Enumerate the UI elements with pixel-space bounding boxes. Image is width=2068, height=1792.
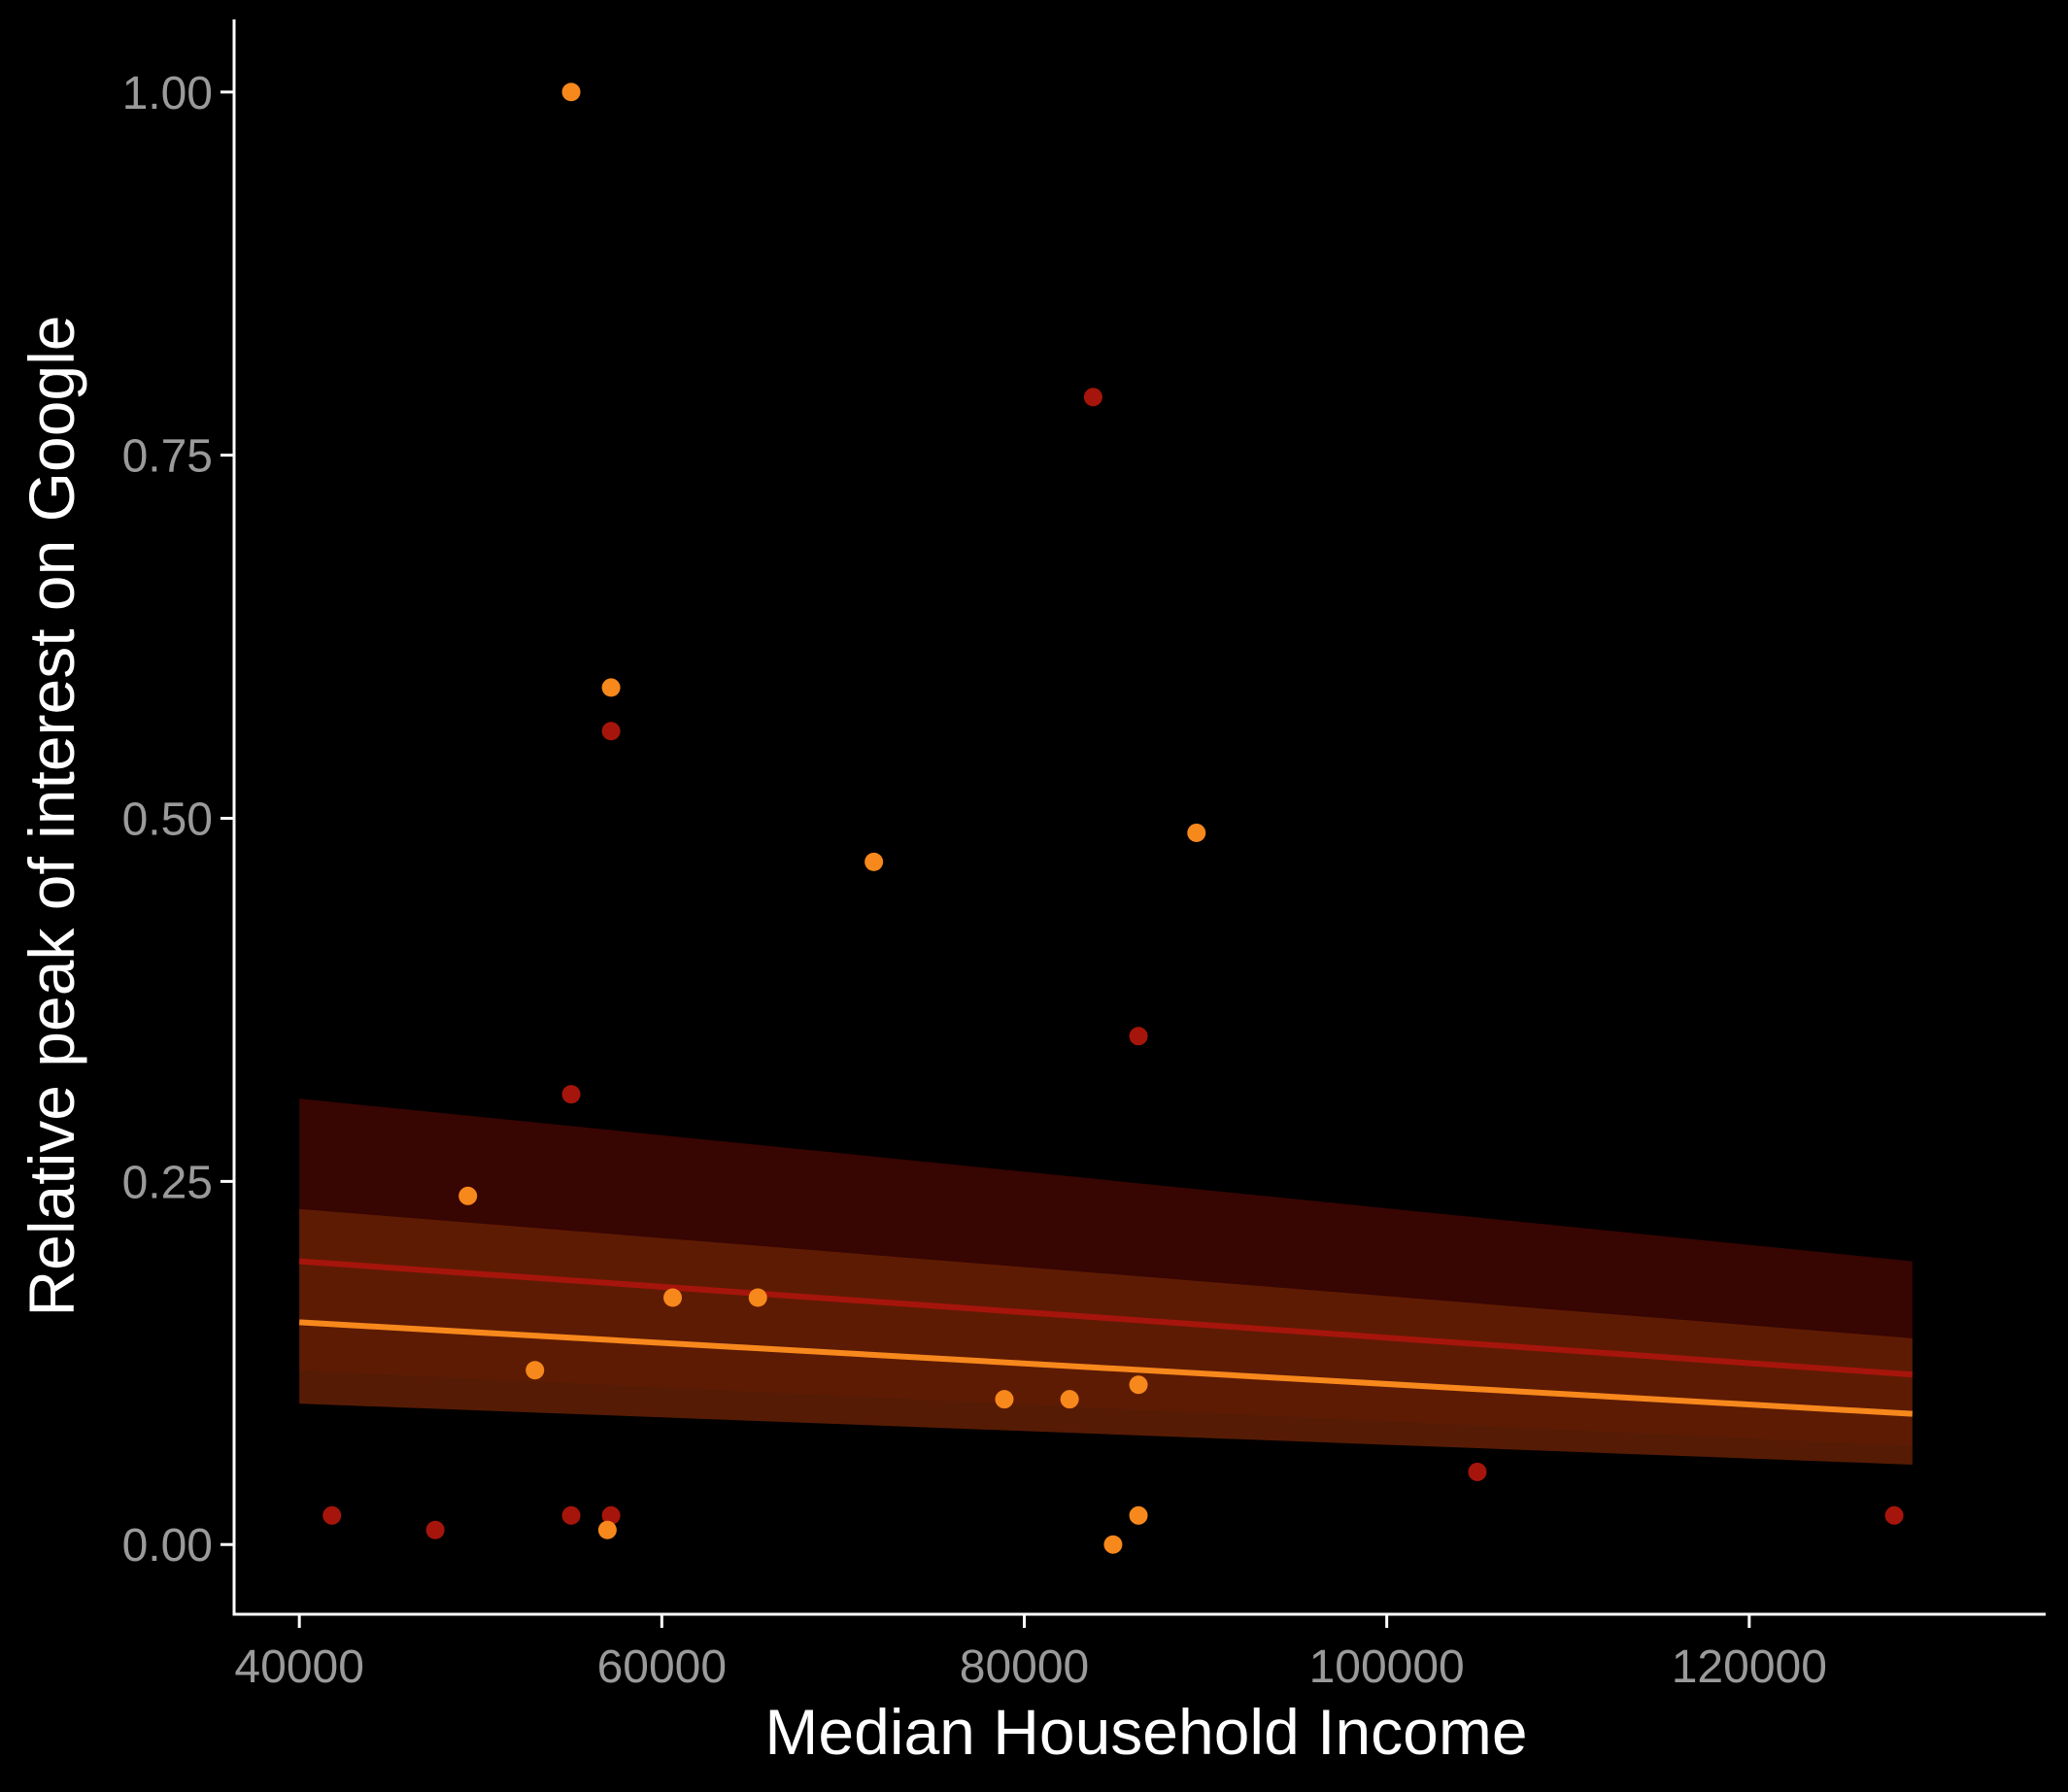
data-point (1103, 1535, 1123, 1554)
y-tick-label: 0.50 (122, 794, 213, 845)
data-point (425, 1520, 445, 1539)
data-point (601, 1505, 621, 1525)
x-tick-label: 120000 (1672, 1641, 1827, 1693)
data-point (601, 722, 621, 741)
data-point (597, 1520, 617, 1539)
confidence-bands (299, 1099, 1913, 1465)
x-tick-label: 40000 (234, 1641, 363, 1693)
fit-line-1 (298, 1258, 1913, 1378)
y-tick-label: 0.75 (122, 431, 213, 483)
data-point (601, 678, 621, 697)
x-tick-label: 100000 (1309, 1641, 1465, 1693)
y-tick-label: 0.00 (122, 1520, 213, 1572)
data-point (748, 1288, 767, 1307)
y-axis-title: Relative peak of interest on Google (16, 316, 87, 1317)
fit-line-2 (298, 1319, 1913, 1417)
y-tick-label: 0.25 (122, 1157, 213, 1208)
x-axis-ticks: 40000 60000 80000 100000 120000 (234, 1614, 1827, 1693)
data-point (525, 1361, 545, 1380)
data-point (995, 1390, 1014, 1409)
x-axis-title: Median Household Income (764, 1696, 1527, 1768)
data-point (322, 1505, 342, 1525)
x-tick-label: 60000 (597, 1641, 727, 1693)
data-point (1129, 1505, 1148, 1525)
fit-lines (298, 1258, 1913, 1417)
data-point (1129, 1375, 1148, 1395)
data-point (663, 1288, 683, 1307)
x-tick-label: 80000 (960, 1641, 1089, 1693)
data-point (1083, 388, 1102, 407)
y-tick-label: 1.00 (122, 68, 213, 119)
data-point (561, 83, 581, 102)
data-point (1187, 823, 1206, 842)
data-point (1060, 1390, 1079, 1409)
data-point (864, 852, 884, 871)
y-axis-ticks: 0.00 0.25 0.50 0.75 1.00 (122, 68, 234, 1572)
data-point (1129, 1027, 1148, 1046)
data-point (561, 1505, 581, 1525)
data-points (322, 83, 1904, 1554)
data-point (1884, 1505, 1904, 1525)
data-point (561, 1085, 581, 1104)
data-point (458, 1186, 478, 1205)
confidence-band-2 (299, 1208, 1913, 1465)
data-point (1468, 1462, 1487, 1481)
